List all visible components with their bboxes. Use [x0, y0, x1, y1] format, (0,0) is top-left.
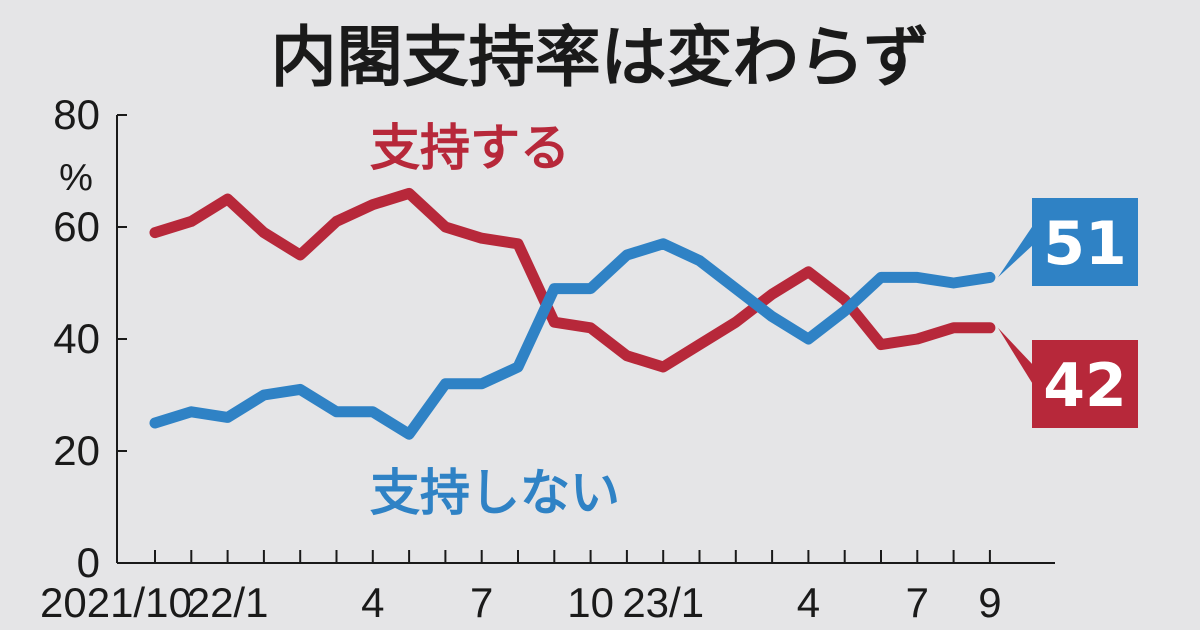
- series-label-approve: 支持する: [370, 119, 570, 177]
- y-tick-label: 40: [53, 315, 100, 362]
- x-tick-label: 7: [906, 579, 929, 626]
- y-unit-label: %: [59, 157, 93, 199]
- series-line-approve: [149, 187, 996, 373]
- callout-disapprove-pointer: [997, 224, 1034, 278]
- series-label-disapprove: 支持しない: [370, 464, 620, 522]
- y-tick-label: 0: [77, 539, 100, 586]
- x-tick-label: 2021/10: [40, 579, 192, 626]
- series-lines: [149, 187, 996, 440]
- x-tick-label: 23/1: [622, 579, 704, 626]
- x-tick-label: 10: [567, 579, 614, 626]
- y-tick-label: 20: [53, 427, 100, 474]
- x-tick-label: 22/1: [187, 579, 269, 626]
- x-tick-label: 9: [978, 579, 1001, 626]
- callout-approve-value: 42: [1043, 351, 1127, 421]
- x-tick-label: 4: [361, 579, 384, 626]
- callout-disapprove-box: [1032, 198, 1138, 286]
- x-tick-label: 4: [797, 579, 820, 626]
- callout-approve-box: [1032, 340, 1138, 428]
- callouts: 51 42: [997, 198, 1138, 428]
- callout-disapprove-value: 51: [1043, 209, 1127, 279]
- callout-approve-pointer: [997, 327, 1034, 386]
- y-tick-label: 80: [53, 91, 100, 138]
- x-tick-label: 7: [470, 579, 493, 626]
- chart-title: 内閣支持率は変わらず: [271, 19, 930, 96]
- y-tick-label: 60: [53, 203, 100, 250]
- series-line-disapprove: [149, 238, 996, 440]
